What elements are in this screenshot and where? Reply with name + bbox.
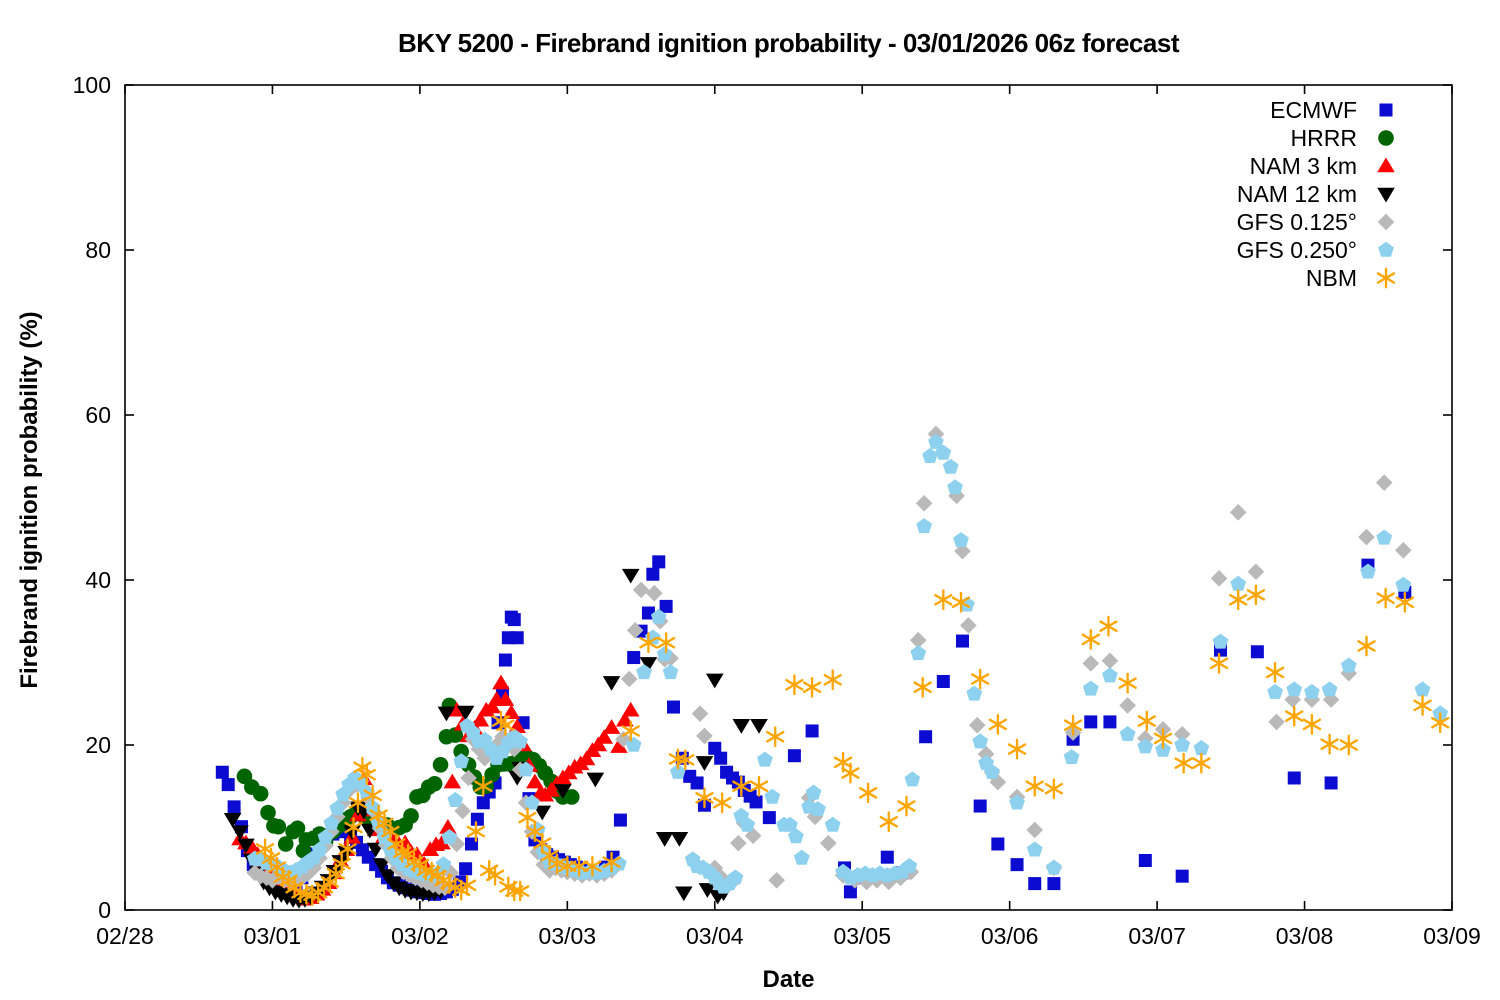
legend-label-hrrr: HRRR [1291,125,1357,151]
legend-marker-gfs0125 [1377,213,1395,231]
series-nbm [255,584,1450,906]
series-gfs0250 [246,433,1449,894]
y-tick-label: 60 [85,402,111,428]
legend-label-gfs0125: GFS 0.125° [1237,209,1357,235]
x-tick-label: 03/08 [1276,923,1334,949]
legend-label-nam3: NAM 3 km [1250,153,1357,179]
legend-marker-hrrr [1378,130,1394,146]
legend-label-gfs0250: GFS 0.250° [1237,237,1357,263]
y-tick-label: 0 [98,897,111,923]
y-tick-label: 40 [85,567,111,593]
x-tick-label: 03/06 [981,923,1039,949]
legend-item-hrrr: HRRR [1291,125,1394,151]
legend-label-ecmwf: ECMWF [1270,97,1357,123]
x-tick-label: 03/07 [1128,923,1186,949]
legend-item-gfs0250: GFS 0.250° [1237,237,1394,263]
legend-item-nbm: NBM [1306,265,1396,291]
x-tick-label: 03/01 [244,923,302,949]
legend-label-nam12: NAM 12 km [1237,181,1357,207]
legend-item-nam12: NAM 12 km [1237,181,1395,207]
legend-marker-nbm [1376,267,1396,289]
x-tick-label: 03/04 [686,923,744,949]
legend-marker-gfs0250 [1378,241,1394,257]
legend-marker-nam12 [1377,187,1395,203]
x-axis-label: Date [762,966,815,993]
y-tick-label: 100 [73,72,111,98]
legend-item-nam3: NAM 3 km [1250,153,1395,179]
x-tick-label: 03/09 [1423,923,1481,949]
legend-marker-ecmwf [1379,103,1393,117]
legend-label-nbm: NBM [1306,265,1357,291]
legend-item-gfs0125: GFS 0.125° [1237,209,1395,235]
plot-border [124,84,1453,911]
y-tick-label: 20 [85,732,111,758]
chart-title: BKY 5200 - Firebrand ignition probabilit… [398,28,1179,58]
y-tick-label: 80 [85,237,111,263]
x-tick-label: 03/05 [833,923,891,949]
x-tick-label: 03/03 [539,923,597,949]
x-tick-label: 03/02 [391,923,449,949]
legend-item-ecmwf: ECMWF [1270,97,1393,123]
legend-marker-nam3 [1377,157,1395,173]
y-axis-label: Firebrand ignition probability (%) [16,311,43,689]
x-tick-label: 02/28 [96,923,154,949]
